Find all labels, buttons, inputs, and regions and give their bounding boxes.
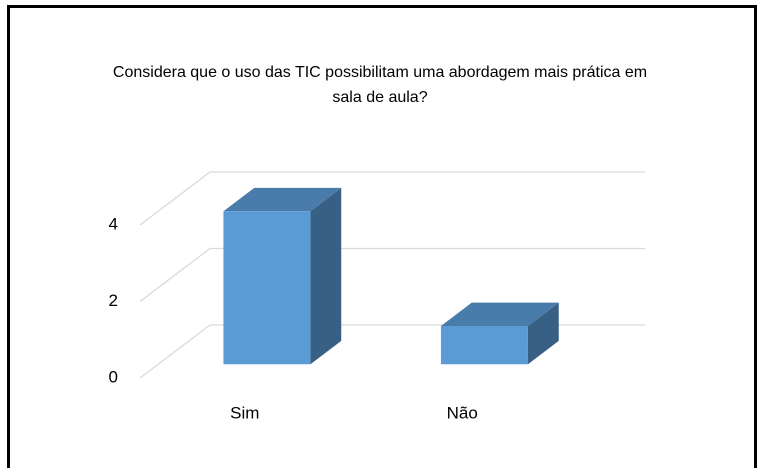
bar-side — [310, 187, 342, 365]
grid-line — [139, 171, 645, 226]
chart: 0 2 4 Sim Não — [109, 171, 645, 422]
bar-front — [223, 211, 311, 365]
bar-side — [527, 302, 559, 365]
bar-top — [223, 187, 342, 212]
bar-front — [440, 325, 528, 365]
y-tick-label: 2 — [109, 291, 118, 310]
frame — [7, 5, 757, 468]
page: {"chart_data": {"type": "bar3d", "title"… — [7, 5, 757, 468]
y-tick-label: 4 — [109, 214, 118, 233]
grid-line — [139, 247, 645, 303]
x-tick-label: Não — [447, 403, 478, 422]
bar-top — [440, 302, 559, 326]
chart-title: Considera que o uso das TIC possibilitam… — [112, 64, 648, 106]
y-tick-label: 0 — [109, 367, 118, 386]
grid-line — [139, 324, 645, 379]
bar — [223, 187, 342, 365]
bar — [440, 302, 559, 365]
x-tick-label: Sim — [230, 403, 259, 422]
